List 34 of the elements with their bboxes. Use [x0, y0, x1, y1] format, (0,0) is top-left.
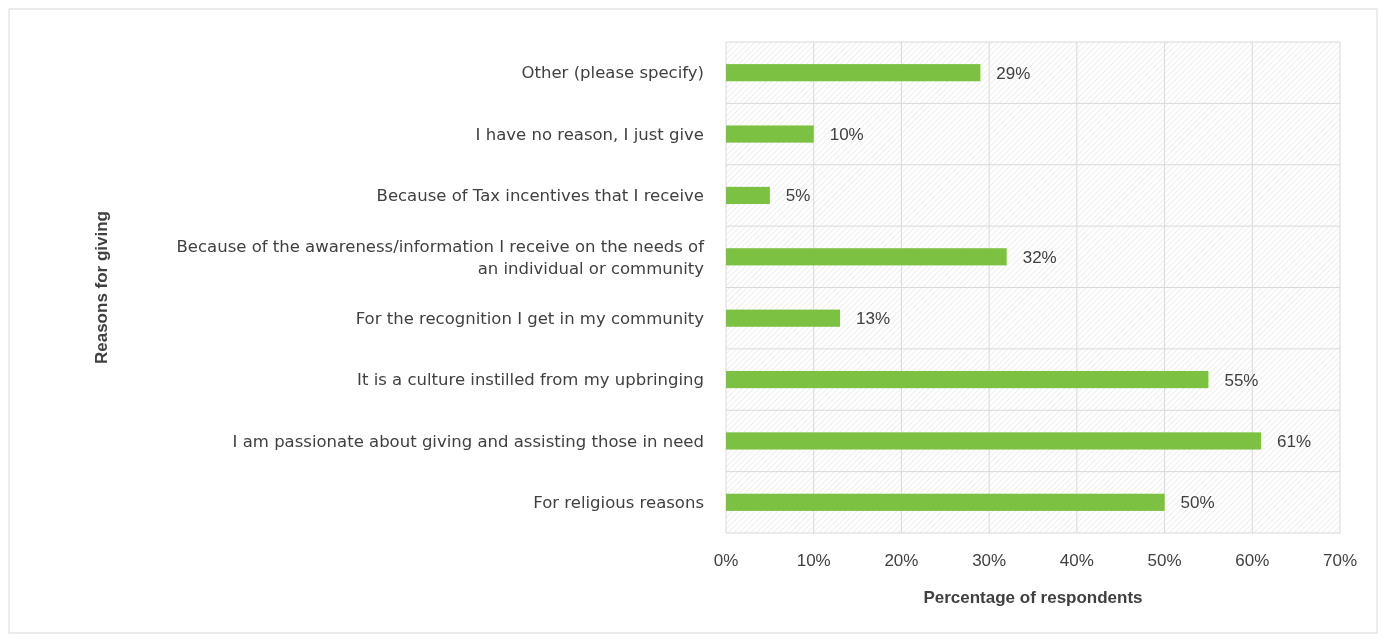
y-tick-label: I am passionate about giving and assisting those in need	[232, 431, 704, 451]
bar	[726, 309, 841, 327]
y-tick-label: Other (please specify)	[521, 63, 704, 83]
bar	[726, 186, 770, 205]
bar	[726, 493, 1165, 511]
x-tick-label: 20%	[884, 551, 919, 570]
y-tick-label: I have no reason, I just give	[475, 124, 704, 144]
data-label: 5%	[785, 186, 811, 206]
y-tick-label: For the recognition I get in my community	[355, 308, 705, 328]
data-label: 32%	[1022, 247, 1057, 267]
y-tick-label: Because of Tax incentives that I receive	[376, 186, 704, 206]
data-label: 29%	[996, 63, 1031, 83]
bar	[726, 248, 1007, 266]
data-label: 10%	[829, 125, 864, 145]
data-label: 50%	[1180, 493, 1215, 513]
bar	[726, 125, 814, 143]
data-label: 13%	[856, 309, 891, 329]
bar	[726, 64, 981, 82]
x-axis-title: Percentage of respondents	[923, 588, 1143, 607]
data-label: 55%	[1224, 370, 1259, 390]
x-tick-label: 40%	[1059, 551, 1094, 570]
x-tick-label: 50%	[1147, 551, 1182, 570]
x-tick-label: 0%	[713, 551, 739, 570]
bar	[726, 370, 1209, 389]
y-axis-title: Reasons for giving	[92, 210, 112, 365]
y-tick-label: For religious reasons	[533, 493, 704, 513]
data-label: 61%	[1277, 431, 1312, 451]
x-tick-label: 60%	[1235, 551, 1270, 570]
bar	[726, 432, 1262, 450]
x-tick-label: 30%	[972, 551, 1007, 570]
x-tick-label: 10%	[796, 551, 831, 570]
y-tick-label: Because of the awareness/information I receive on the needs of an individual or community	[176, 236, 706, 278]
y-tick-label: It is a culture instilled from my upbringing	[357, 370, 704, 390]
x-tick-label: 70%	[1322, 551, 1358, 570]
